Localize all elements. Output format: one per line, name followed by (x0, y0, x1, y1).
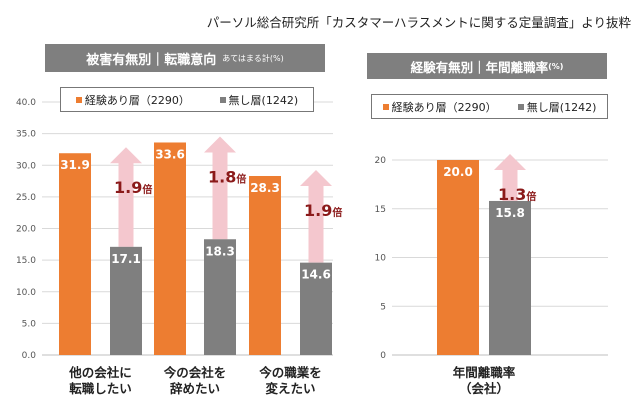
chart0-ratio-value-1: 1.8 (208, 167, 236, 186)
legend-item-none: 無し層(1242) (219, 92, 299, 108)
chart0-label-experienced-1: 33.6 (155, 147, 185, 161)
right-chart-legend: 経験あり層（2290） 無し層(1242) (371, 94, 608, 119)
chart1-category-0-line-0: 年間離職率 (452, 365, 516, 380)
chart0-label-none-2: 14.6 (301, 268, 331, 282)
chart0-ratio-2: 1.9倍 (304, 201, 342, 220)
chart1-ytick-2: 10 (375, 254, 387, 264)
chart0-bar-experienced-2 (249, 176, 281, 355)
chart1-category-0-line-1: （会社） (458, 381, 509, 396)
chart1-bar-none-0 (489, 200, 531, 355)
chart0-label-none-1: 18.3 (205, 244, 235, 258)
chart0-category-1: 今の会社を 辞めたい (145, 365, 245, 397)
chart0-label-experienced-2: 28.3 (250, 181, 280, 195)
legend-label-none-right: 無し層(1242) (526, 100, 597, 114)
legend-swatch-experienced (75, 96, 82, 103)
chart1-label-experienced-0: 20.0 (443, 165, 473, 179)
right-chart-title-text: 経験有無別｜年間離職率 (410, 59, 549, 75)
chart0-category-0-line-0: 他の会社に (69, 365, 132, 380)
chart0-ytick-7: 35.0 (16, 130, 36, 140)
chart0-category-2-line-1: 変えたい (265, 381, 316, 396)
chart0-ytick-8: 40.0 (16, 98, 36, 108)
chart0-ratio-value-2: 1.9 (304, 201, 332, 220)
chart0-category-1-line-1: 辞めたい (169, 381, 220, 396)
chart1-ytick-1: 5 (380, 302, 386, 312)
chart0-ratio-arrow-2 (300, 170, 332, 263)
chart0-ratio-unit-2: 倍 (332, 206, 342, 219)
legend-item-experienced: 経験あり層（2290） (75, 92, 190, 108)
chart0-ratio-arrow-1 (204, 136, 236, 240)
chart0-label-none-0: 17.1 (111, 252, 141, 266)
chart1-ratio-unit-0: 倍 (526, 190, 536, 203)
legend-label-experienced: 経験あり層（2290） (84, 93, 190, 107)
legend-swatch-none (219, 96, 226, 103)
chart0-ratio-unit-0: 倍 (142, 183, 152, 196)
legend-item-none-right: 無し層(1242) (517, 99, 597, 115)
chart0-ytick-4: 20.0 (16, 225, 36, 235)
chart0-bar-experienced-0 (59, 153, 91, 355)
chart1-ratio-value-0: 1.3 (498, 185, 526, 204)
chart0-category-0: 他の会社に 転職したい (51, 365, 151, 397)
chart0-ytick-2: 10.0 (16, 288, 36, 298)
chart0-category-2-line-0: 今の職業を (259, 365, 322, 380)
chart0-ratio-unit-1: 倍 (236, 172, 246, 185)
chart0-ytick-3: 15.0 (16, 256, 36, 266)
chart0-label-experienced-0: 31.9 (60, 158, 90, 172)
chart0-ytick-5: 25.0 (16, 193, 36, 203)
chart1-ratio-0: 1.3倍 (498, 185, 536, 204)
source-note: パーソル総合研究所「カスタマーハラスメントに関する定量調査」より抜粋 (206, 15, 631, 30)
chart0-bar-none-1 (204, 239, 236, 355)
chart1-ytick-3: 15 (375, 205, 386, 215)
right-chart-title: 経験有無別｜年間離職率 (%) (367, 53, 607, 79)
chart0-bar-none-0 (110, 246, 142, 355)
legend-swatch-none-right (517, 103, 524, 110)
left-chart-title: 被害有無別｜転職意向 あてはまる計(%) (45, 44, 325, 72)
chart0-bar-none-2 (300, 262, 332, 355)
chart1-ratio-arrow-0 (494, 154, 526, 201)
legend-label-none: 無し層(1242) (228, 93, 299, 107)
legend-swatch-experienced-right (382, 103, 389, 110)
chart0-ytick-6: 30.0 (16, 161, 36, 171)
chart0-category-2: 今の職業を 変えたい (241, 365, 341, 397)
left-chart-legend: 経験あり層（2290） 無し層(1242) (60, 87, 314, 112)
chart1-bar-experienced-0 (437, 160, 479, 355)
right-chart-subtitle: (%) (548, 61, 564, 71)
chart0-ratio-1: 1.8倍 (208, 167, 246, 186)
chart1-ytick-4: 20 (375, 156, 387, 166)
chart1-label-none-0: 15.8 (495, 206, 525, 220)
chart0-ytick-1: 5.0 (22, 319, 37, 329)
chart0-ratio-arrow-0 (110, 147, 142, 247)
left-chart-title-text: 被害有無別｜転職意向 (86, 52, 217, 68)
chart0-category-1-line-0: 今の会社を (163, 365, 227, 380)
chart0-ytick-0: 0.0 (22, 351, 37, 361)
chart1-category-0: 年間離職率 （会社） (429, 365, 539, 397)
legend-label-experienced-right: 経験あり層（2290） (391, 100, 497, 114)
chart0-bar-experienced-1 (154, 142, 186, 355)
chart0-ratio-value-0: 1.9 (114, 178, 142, 197)
chart0-ratio-0: 1.9倍 (114, 178, 152, 197)
left-chart-subtitle: あてはまる計(%) (222, 53, 284, 63)
legend-item-experienced-right: 経験あり層（2290） (382, 99, 497, 115)
chart1-ytick-0: 0 (380, 351, 386, 361)
chart0-category-0-line-1: 転職したい (69, 381, 132, 396)
